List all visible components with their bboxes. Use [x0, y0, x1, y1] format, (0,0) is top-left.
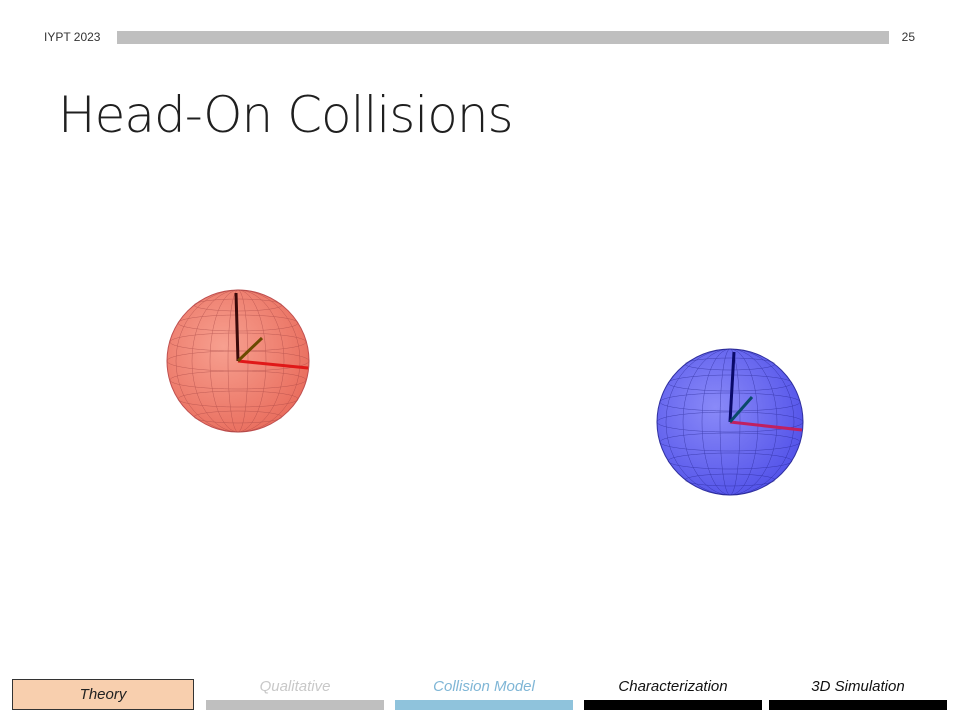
- event-label: IYPT 2023: [44, 30, 101, 44]
- nav-tab-collision-model-bar: [395, 700, 573, 710]
- nav-tab-characterization-bar: [584, 700, 762, 710]
- page-number: 25: [901, 30, 915, 44]
- blue-sphere: [656, 348, 804, 496]
- nav-tab-theory-label: Theory: [79, 686, 127, 703]
- nav-tab-collision-model[interactable]: Collision Model: [395, 676, 573, 710]
- nav-tab-qualitative-bar: [206, 700, 384, 710]
- red-x-axis: [237, 359, 309, 370]
- blue-z-axis: [728, 351, 736, 423]
- nav-tab-3d-simulation-bar: [769, 700, 947, 710]
- nav-tab-collision-model-label: Collision Model: [433, 678, 535, 695]
- red-y-axis: [236, 336, 264, 363]
- header-progress-bar: [117, 31, 889, 44]
- nav-tab-3d-simulation-label: 3D Simulation: [811, 678, 905, 695]
- nav-tab-characterization-label: Characterization: [618, 678, 728, 695]
- red-sphere: [166, 289, 310, 433]
- nav-tab-theory[interactable]: Theory: [12, 679, 194, 710]
- slide-title: Head-On Collisions: [58, 86, 514, 144]
- nav-tab-3d-simulation[interactable]: 3D Simulation: [769, 676, 947, 710]
- nav-tab-qualitative[interactable]: Qualitative: [206, 676, 384, 710]
- blue-y-axis: [728, 396, 754, 423]
- nav-tab-characterization[interactable]: Characterization: [584, 676, 762, 710]
- blue-x-axis: [729, 420, 803, 432]
- nav-tab-qualitative-label: Qualitative: [259, 678, 331, 695]
- red-z-axis: [234, 292, 240, 362]
